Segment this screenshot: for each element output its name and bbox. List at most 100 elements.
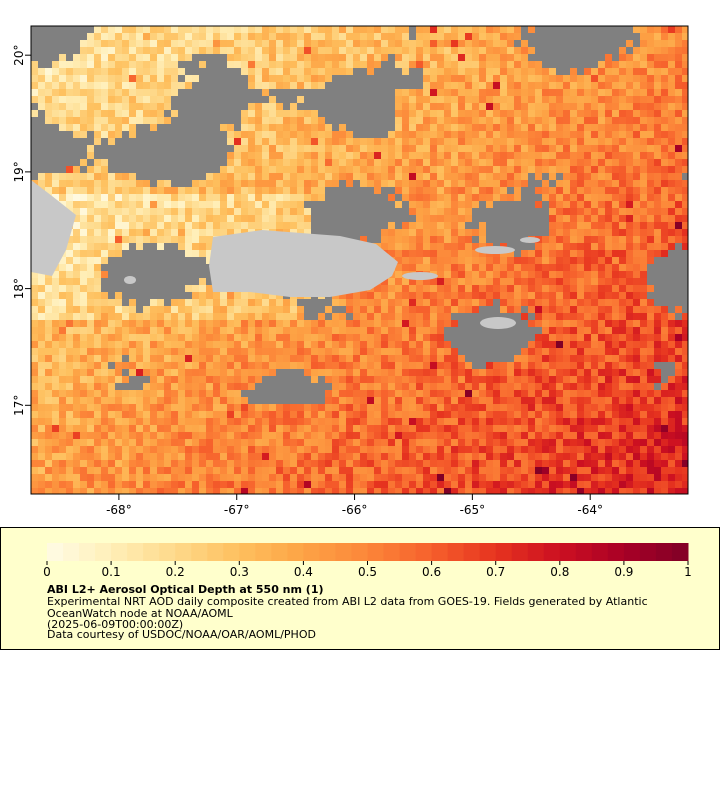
aod-cell [486,264,493,271]
aod-cell [234,54,241,61]
aod-cell [640,418,647,425]
aod-cell [178,187,185,194]
aod-cell [514,180,521,187]
aod-cell [129,355,136,362]
aod-cell [290,222,297,229]
aod-cell [500,166,507,173]
aod-cell [444,103,451,110]
aod-cell [325,327,332,334]
aod-cell [227,404,234,411]
aod-cell [199,369,206,376]
aod-cell [661,229,668,236]
aod-cell [136,362,143,369]
aod-cell [402,124,409,131]
aod-cell [409,397,416,404]
aod-cell [521,313,528,320]
aod-cell [150,61,157,68]
aod-cell [339,313,346,320]
aod-cell [395,264,402,271]
aod-cell [325,334,332,341]
aod-cell [430,411,437,418]
aod-cell [591,75,598,82]
aod-cell [185,82,192,89]
aod-cell [45,432,52,439]
aod-cell [591,320,598,327]
aod-cell [87,33,94,40]
aod-cell [276,313,283,320]
aod-cell [94,159,101,166]
aod-cell [549,320,556,327]
aod-cell [276,61,283,68]
aod-cell [647,152,654,159]
aod-cell [556,334,563,341]
aod-cell [45,313,52,320]
aod-cell [388,166,395,173]
aod-cell [626,313,633,320]
aod-cell [556,264,563,271]
aod-cell [276,124,283,131]
aod-cell [150,82,157,89]
aod-cell [325,390,332,397]
aod-cell [185,383,192,390]
aod-cell [612,355,619,362]
aod-cell [528,390,535,397]
aod-cell [430,131,437,138]
aod-cell [570,299,577,306]
aod-cell [311,110,318,117]
aod-cell [395,397,402,404]
aod-cell [157,439,164,446]
aod-cell [143,327,150,334]
aod-cell [325,159,332,166]
aod-cell [157,82,164,89]
aod-cell [612,145,619,152]
aod-cell [108,418,115,425]
aod-cell [647,355,654,362]
aod-cell [311,411,318,418]
aod-cell [234,327,241,334]
aod-cell [395,390,402,397]
aod-cell [73,96,80,103]
aod-cell [528,446,535,453]
aod-cell [437,117,444,124]
aod-cell [416,369,423,376]
aod-cell [458,376,465,383]
aod-cell [234,355,241,362]
aod-cell [101,40,108,47]
aod-cell [409,96,416,103]
aod-cell [227,124,234,131]
aod-cell [241,194,248,201]
aod-cell [668,418,675,425]
aod-cell [248,222,255,229]
aod-cell [647,194,654,201]
aod-cell [437,103,444,110]
aod-cell [486,439,493,446]
aod-cell [563,341,570,348]
aod-cell [234,61,241,68]
aod-cell [437,292,444,299]
aod-cell [423,390,430,397]
aod-cell [584,278,591,285]
aod-cell [52,187,59,194]
aod-cell [647,250,654,257]
aod-cell [136,348,143,355]
aod-cell [388,411,395,418]
aod-cell [213,397,220,404]
aod-cell [59,341,66,348]
aod-cell [626,82,633,89]
aod-cell [479,173,486,180]
aod-cell [598,369,605,376]
aod-cell [591,96,598,103]
aod-cell [206,376,213,383]
aod-cell [129,341,136,348]
aod-cell [472,201,479,208]
aod-cell [507,278,514,285]
aod-cell [143,82,150,89]
aod-cell [304,467,311,474]
aod-cell [612,215,619,222]
aod-cell [493,180,500,187]
aod-cell [108,89,115,96]
aod-cell [31,68,38,75]
aod-cell [563,201,570,208]
aod-cell [619,320,626,327]
aod-cell [654,397,661,404]
